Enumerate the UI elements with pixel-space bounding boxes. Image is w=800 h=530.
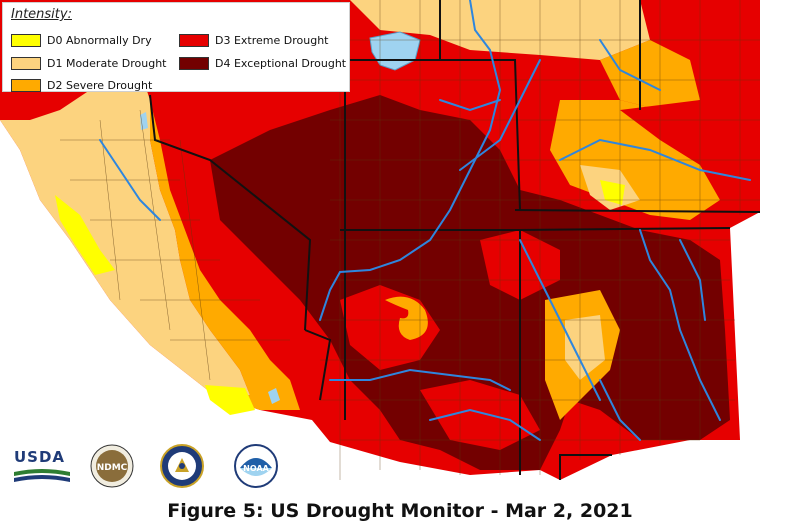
se-moderate xyxy=(565,315,605,380)
drought-map xyxy=(0,0,761,480)
usda-logo: USDA xyxy=(14,448,70,488)
east-extreme xyxy=(620,95,760,200)
ndmc-logo-text: NDMC xyxy=(97,463,128,473)
north-severe xyxy=(600,40,700,110)
legend-label-d3: D3 Extreme Drought xyxy=(215,33,329,47)
legend-title: Intensity: xyxy=(11,7,72,22)
ndmc-seal-icon: NDMC xyxy=(90,444,134,488)
ndmc-logo: NDMC xyxy=(90,444,134,488)
legend-swatch-d4 xyxy=(179,56,209,70)
commerce-seal-icon xyxy=(160,444,204,488)
noaa-logo: NOAA xyxy=(234,444,278,488)
legend-item-d0: D0 Abnormally Dry xyxy=(11,32,152,48)
interior-severe-ring xyxy=(385,296,428,340)
ca-abnormal-2 xyxy=(205,385,255,415)
legend-swatch-d2 xyxy=(11,78,41,92)
legend-item-d1: D1 Moderate Drought xyxy=(11,55,167,71)
county-lines xyxy=(60,0,760,480)
figure-caption: Figure 5: US Drought Monitor - Mar 2, 20… xyxy=(167,500,633,522)
legend-swatch-d3 xyxy=(179,33,209,47)
ca-moderate xyxy=(0,60,250,400)
usda-logo-text: USDA xyxy=(14,448,66,466)
legend-label-d2: D2 Severe Drought xyxy=(47,78,153,92)
state-boundaries xyxy=(149,0,761,480)
legend-item-d3: D3 Extreme Drought xyxy=(179,32,329,48)
legend-item-d4: D4 Exceptional Drought xyxy=(179,55,346,71)
legend-label-d4: D4 Exceptional Drought xyxy=(215,56,347,70)
commerce-seal-logo xyxy=(160,444,204,488)
rivers xyxy=(99,0,751,441)
legend-item-d2: D2 Severe Drought xyxy=(11,77,152,93)
legend: Intensity: D0 Abnormally Dry D1 Moderate… xyxy=(2,2,350,92)
legend-label-d0: D0 Abnormally Dry xyxy=(47,33,152,47)
noaa-seal-icon: NOAA xyxy=(234,444,278,488)
salton-sea xyxy=(268,388,280,404)
usda-swoosh-icon xyxy=(14,469,70,482)
east-abnormal xyxy=(600,180,625,205)
legend-swatch-d1 xyxy=(11,56,41,70)
interior-extreme-3 xyxy=(420,380,540,450)
legend-label-d1: D1 Moderate Drought xyxy=(47,56,167,70)
ca-severe xyxy=(150,100,300,410)
noaa-logo-text: NOAA xyxy=(243,464,269,473)
ca-abnormal-1 xyxy=(55,195,115,275)
legend-swatch-d0 xyxy=(11,33,41,47)
